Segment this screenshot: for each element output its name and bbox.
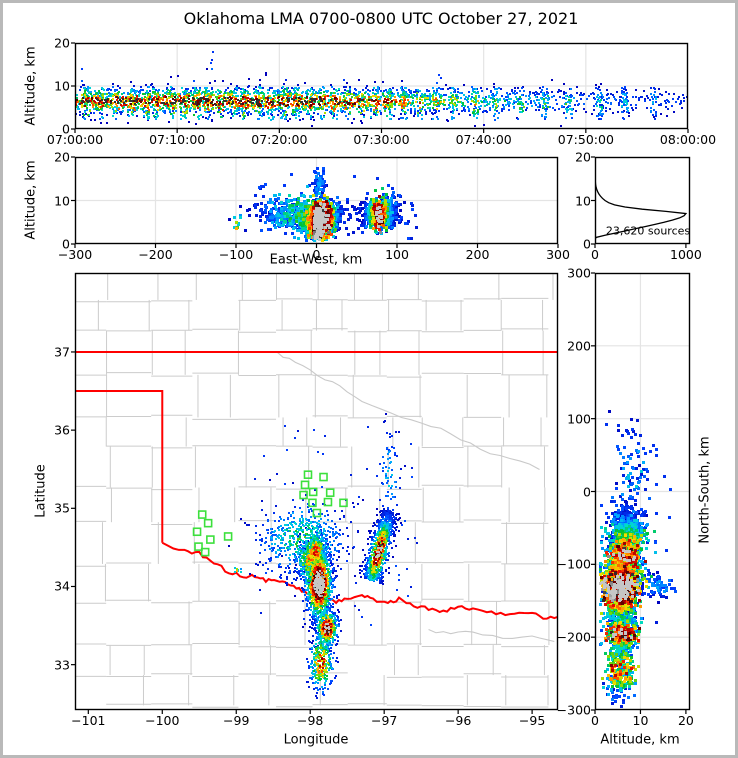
longitude-tick: −99 [223, 713, 250, 728]
latitude-tick: 34 [54, 578, 70, 594]
histogram-alt-tick: 20 [575, 149, 591, 165]
ew-panel-alt-tick: 20 [54, 149, 70, 165]
north-south-tick: −200 [556, 629, 591, 645]
histogram-alt-tick: 10 [575, 193, 591, 208]
latitude-tick: 33 [54, 657, 70, 673]
histogram-alt-tick: 0 [583, 236, 591, 252]
source-count-annotation: 23,620 sources [605, 224, 691, 238]
ew-panel-alt-tick: 10 [54, 193, 70, 208]
histogram-count-tick: 1000 [670, 247, 702, 262]
east-west-axis-tick: −100 [218, 247, 254, 262]
ew-panel-xlabel: East-West, km [269, 252, 363, 268]
latitude-tick: 36 [54, 422, 70, 438]
plot-title: Oklahoma LMA 0700-0800 UTC October 27, 2… [183, 9, 579, 28]
ns-panel-alt-tick: 0 [591, 713, 599, 728]
ns-panel-alt-tick: 10 [632, 713, 649, 728]
east-west-axis-tick: −300 [57, 247, 93, 262]
time-axis-tick: 07:20:00 [251, 132, 308, 147]
time-height-ylabel: Altitude, km [23, 46, 39, 126]
north-south-tick: 0 [583, 484, 591, 499]
time-axis-tick: 07:30:00 [353, 132, 410, 147]
north-south-tick: 300 [567, 265, 591, 281]
latitude-tick: 35 [54, 500, 70, 516]
north-south-tick: −100 [556, 556, 591, 572]
time-axis-tick: 07:40:00 [455, 132, 512, 147]
longitude-tick: −98 [297, 713, 324, 728]
longitude-tick: −101 [71, 713, 106, 728]
latitude-tick: 37 [54, 344, 70, 360]
time-height-alt-tick: 20 [54, 35, 70, 51]
time-axis-tick: 07:00:00 [46, 132, 104, 147]
ns-panel-alt-tick: 20 [677, 713, 694, 728]
longitude-tick: −100 [145, 713, 180, 728]
ew-panel-alt-tick: 0 [62, 236, 70, 252]
east-west-axis-tick: −200 [138, 247, 173, 262]
map-ylabel: Latitude [33, 464, 49, 518]
north-south-tick: 100 [567, 411, 591, 427]
ns-panel-ylabel: North-South, km [697, 436, 713, 544]
time-height-alt-tick: 10 [54, 78, 70, 94]
histogram-count-tick: 0 [591, 247, 599, 262]
ns-panel-xlabel: Altitude, km [600, 732, 680, 748]
north-south-tick: 200 [567, 338, 591, 354]
east-west-axis-tick: 100 [385, 247, 409, 262]
longitude-tick: −96 [444, 713, 472, 728]
time-axis-tick: 08:00:00 [659, 132, 717, 147]
north-south-tick: −300 [556, 702, 591, 718]
east-west-axis-tick: 200 [465, 247, 490, 262]
east-west-axis-tick: 0 [312, 247, 321, 262]
time-axis-tick: 07:50:00 [557, 132, 614, 147]
time-height-alt-tick: 0 [62, 121, 70, 137]
east-west-axis-tick: 300 [546, 247, 570, 262]
longitude-tick: −97 [370, 713, 398, 728]
ew-panel-ylabel: Altitude, km [23, 160, 39, 240]
map-xlabel: Longitude [283, 732, 349, 748]
longitude-tick: −95 [518, 713, 546, 728]
time-axis-tick: 07:10:00 [149, 132, 206, 147]
